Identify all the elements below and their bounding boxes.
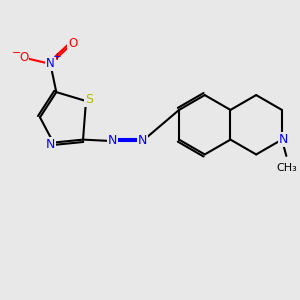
Text: S: S — [85, 93, 93, 106]
Text: O: O — [68, 37, 77, 50]
Text: N: N — [108, 134, 117, 147]
Text: N: N — [46, 57, 55, 70]
Text: N: N — [279, 133, 288, 146]
Text: +: + — [52, 52, 61, 62]
Text: N: N — [46, 138, 55, 151]
Text: CH₃: CH₃ — [276, 164, 297, 173]
Text: N: N — [138, 134, 147, 147]
Text: O: O — [19, 51, 28, 64]
Text: −: − — [12, 48, 22, 58]
